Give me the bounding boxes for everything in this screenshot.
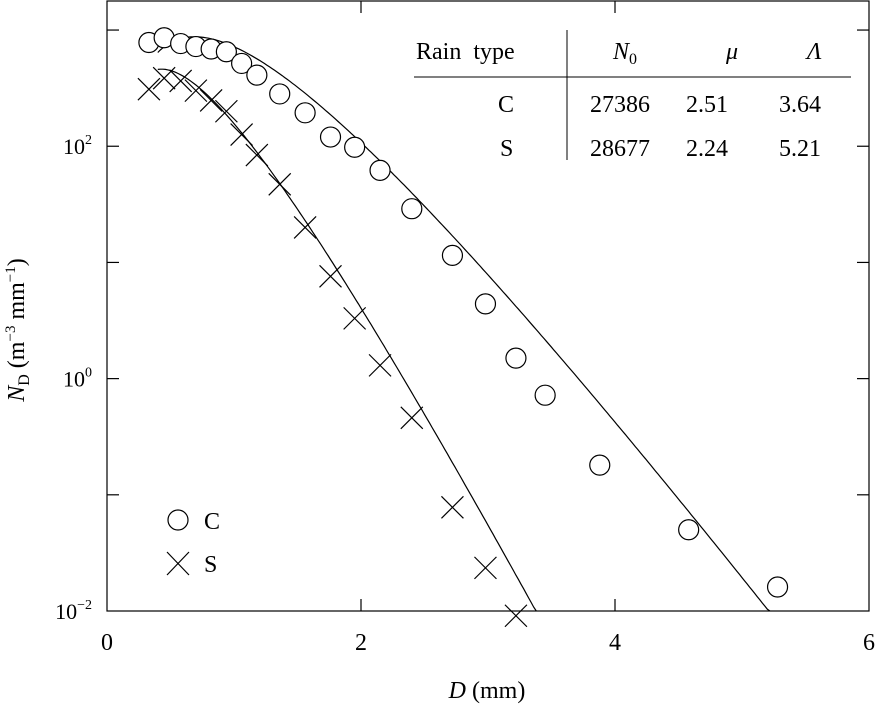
data-point-s-stroke xyxy=(152,66,176,90)
data-point-s xyxy=(245,143,269,167)
data-point-s-stroke xyxy=(343,306,367,330)
data-point-s-stroke xyxy=(368,353,392,377)
data-point-s xyxy=(184,79,208,103)
data-point-c xyxy=(319,126,342,148)
table-row-c-type: C xyxy=(498,92,514,118)
data-point-s xyxy=(400,406,424,430)
data-point-c xyxy=(678,519,700,541)
data-point-s xyxy=(169,69,193,93)
axis-tick-labels: 0 2 4 6 102 100 10−2 xyxy=(55,133,875,656)
y-tick-label: 10−2 xyxy=(55,598,92,624)
parameter-table: Rain type N0 μ Λ C 27386 2.51 3.64 S 286… xyxy=(414,30,851,162)
fit-line-c xyxy=(157,36,771,612)
axis-ticks xyxy=(107,1,869,611)
legend-marker-circle xyxy=(167,509,189,531)
data-point-s xyxy=(152,66,176,90)
data-point-c xyxy=(441,244,464,266)
table-header-rain-type: Rain type xyxy=(416,39,515,65)
data-point-c xyxy=(505,347,527,369)
data-point-s xyxy=(268,172,292,196)
data-point-s xyxy=(319,264,342,288)
legend-label-s: S xyxy=(204,552,217,578)
table-header-lambda: Λ xyxy=(805,39,822,65)
legend-marker-x-b xyxy=(166,551,190,576)
data-point-s xyxy=(137,77,161,101)
y-tick-label: 100 xyxy=(63,366,92,392)
data-point-s-stroke xyxy=(319,264,342,288)
data-point-c xyxy=(474,293,497,315)
data-point-s-stroke xyxy=(169,69,193,93)
table-row-s-type: S xyxy=(500,136,513,162)
data-point-s xyxy=(474,556,497,580)
plot-frame xyxy=(106,0,870,612)
x-tick-label: 0 xyxy=(101,630,113,656)
data-point-s-stroke xyxy=(400,406,424,430)
data-point-c xyxy=(369,159,391,181)
data-point-c xyxy=(246,64,268,86)
data-point-s-stroke xyxy=(230,123,254,147)
fit-lines xyxy=(157,36,771,612)
y-tick-label: 102 xyxy=(63,133,92,159)
data-point-c xyxy=(534,384,556,406)
data-point-c xyxy=(294,102,316,124)
data-point-c xyxy=(215,41,237,63)
data-point-s xyxy=(343,306,367,330)
data-point-c xyxy=(589,454,611,476)
data-point-s xyxy=(230,123,254,147)
table-header-mu: μ xyxy=(725,39,738,65)
data-point-s-stroke xyxy=(293,216,317,239)
data-point-s-stroke xyxy=(137,77,161,101)
data-point-s xyxy=(199,88,223,112)
x-tick-label: 4 xyxy=(609,630,621,656)
data-point-s xyxy=(441,495,464,519)
data-point-s-stroke xyxy=(184,79,208,103)
table-row-c-n0: 27386 xyxy=(590,92,650,118)
data-point-s xyxy=(293,216,317,239)
data-point-c xyxy=(344,136,366,158)
legend-label-c: C xyxy=(204,509,220,535)
data-point-c xyxy=(766,576,789,598)
legend: C S xyxy=(166,509,220,578)
data-point-c xyxy=(269,83,291,105)
x-tick-label: 2 xyxy=(355,630,367,656)
data-point-c xyxy=(231,52,253,75)
data-point-s-stroke xyxy=(504,604,528,628)
table-row-s-n0: 28677 xyxy=(590,136,650,162)
data-point-s xyxy=(214,99,238,123)
data-point-s-stroke xyxy=(474,556,497,580)
fit-line-s xyxy=(157,68,537,612)
data-point-s-stroke xyxy=(245,143,269,167)
y-axis-label: ND(m−3 mm−1) xyxy=(3,258,33,403)
data-point-s-stroke xyxy=(199,88,223,112)
table-row-c-mu: 2.51 xyxy=(686,92,728,118)
data-point-s-stroke xyxy=(214,99,238,123)
table-row-s-mu: 2.24 xyxy=(686,136,728,162)
table-row-c-lambda: 3.64 xyxy=(779,92,821,118)
data-point-s-stroke xyxy=(441,495,464,519)
data-markers xyxy=(137,27,789,628)
data-point-s-stroke xyxy=(268,172,292,196)
data-point-s xyxy=(368,353,392,377)
x-tick-label: 6 xyxy=(863,630,875,656)
table-header-n0: N0 xyxy=(612,39,637,68)
x-axis-label: D (mm) xyxy=(448,678,526,704)
data-point-c xyxy=(401,198,423,220)
data-point-s xyxy=(504,604,528,628)
table-row-s-lambda: 5.21 xyxy=(779,136,821,162)
